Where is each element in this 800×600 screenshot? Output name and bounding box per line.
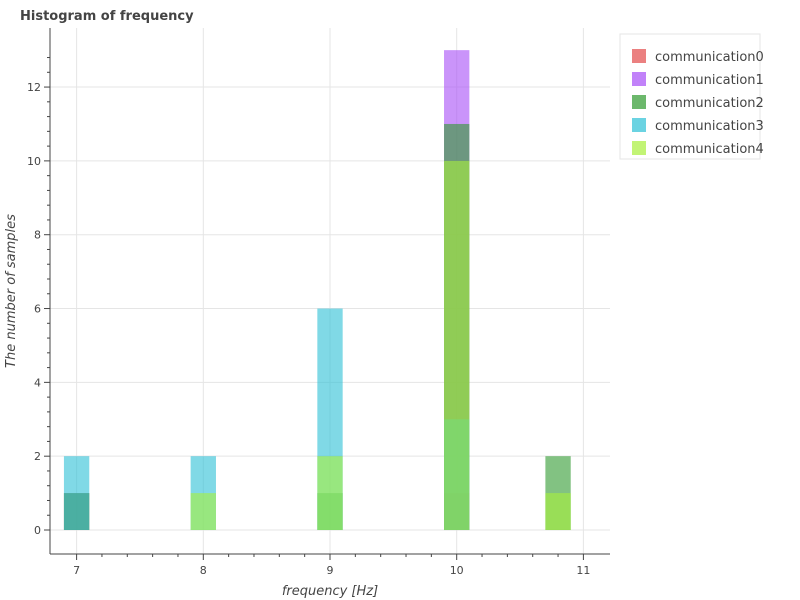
x-tick-label: 10 (450, 564, 464, 577)
legend-swatch (632, 49, 646, 63)
y-tick-label: 12 (27, 81, 41, 94)
axes: 7 8 9 10 11 0 2 4 6 8 10 12 (27, 28, 610, 577)
legend-swatch (632, 95, 646, 109)
legend-label: communication0 (655, 50, 764, 65)
legend-swatch (632, 118, 646, 132)
y-tick-label: 0 (34, 524, 41, 537)
y-axis-label: The number of samples (4, 214, 19, 368)
legend-swatch (632, 141, 646, 155)
y-tick-label: 6 (34, 303, 41, 316)
grid-lines (50, 28, 610, 554)
x-tick-label: 7 (73, 564, 80, 577)
legend-label: communication1 (655, 73, 764, 88)
bar-communication4 (545, 493, 571, 531)
x-axis-label: frequency [Hz] (282, 584, 378, 599)
y-tick-label: 4 (34, 376, 41, 389)
legend: communication0 communication1 communicatio… (619, 33, 764, 160)
bar-communication4 (317, 456, 343, 531)
y-tick-label: 8 (34, 229, 41, 242)
legend-label: communication3 (655, 119, 764, 134)
x-tick-label: 11 (576, 564, 590, 577)
legend-swatch (632, 72, 646, 86)
legend-label: communication2 (655, 96, 764, 111)
x-tick-label: 8 (200, 564, 207, 577)
x-tick-label: 9 (327, 564, 334, 577)
bar-communication3 (63, 456, 90, 531)
chart-title: Histogram of frequency (20, 9, 194, 24)
legend-label: communication4 (655, 142, 764, 157)
bar-communication4 (444, 160, 470, 531)
bar-communication4 (190, 493, 216, 531)
bars-layer (63, 50, 571, 531)
y-tick-label: 2 (34, 450, 41, 463)
y-tick-label: 10 (27, 155, 41, 168)
